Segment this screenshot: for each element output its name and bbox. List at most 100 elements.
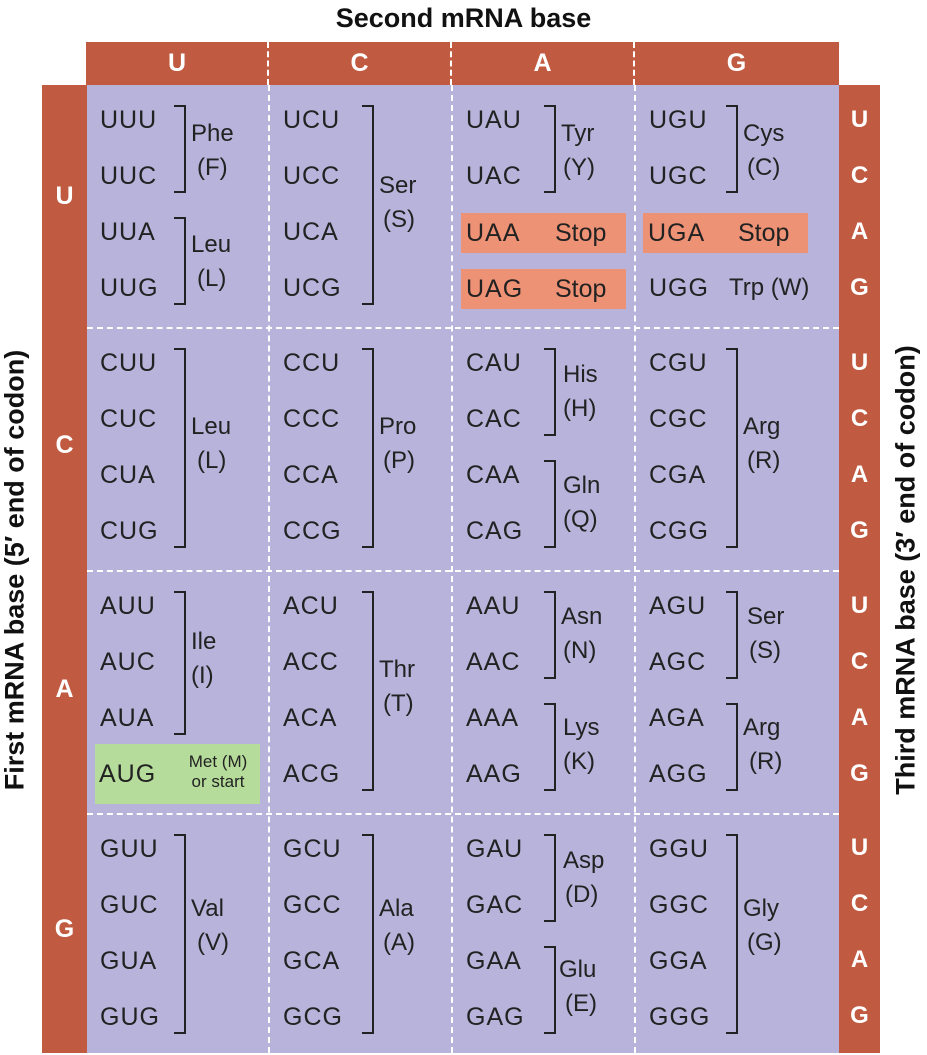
codon: GGA <box>649 947 708 975</box>
amino-acid-code: (R) <box>747 447 781 474</box>
codon: GGC <box>649 891 709 919</box>
bracket <box>174 217 186 305</box>
bracket <box>362 591 374 791</box>
codon: GCA <box>283 947 341 975</box>
codon: CCA <box>283 461 339 489</box>
bracket <box>544 591 556 679</box>
codon: GCU <box>283 835 342 863</box>
amino-acid-code: (L) <box>197 447 227 474</box>
stop-codon-box: UGA Stop <box>643 213 808 253</box>
first-base-a: A <box>55 675 74 703</box>
third-base-label: A <box>850 704 869 731</box>
amino-acid: Gly <box>743 895 779 922</box>
codon: GGU <box>649 835 709 863</box>
amino-acid-code: (N) <box>563 637 597 664</box>
header-divider <box>450 42 452 85</box>
codon: CCU <box>283 349 341 377</box>
amino-acid: Arg <box>743 413 781 440</box>
codon: CGU <box>649 349 708 377</box>
bracket <box>174 105 186 193</box>
third-base-label: U <box>850 834 869 861</box>
codon: UUC <box>100 162 158 190</box>
codon: CGC <box>649 405 708 433</box>
codon: AAU <box>466 592 521 620</box>
codon: GCC <box>283 891 342 919</box>
codon: ACA <box>283 704 338 732</box>
amino-acid: His <box>563 361 598 388</box>
codon: CAU <box>466 349 522 377</box>
codon-table-grid: UUU UUC UUA UUG Phe (F) Leu (L) UCU UCC … <box>87 85 839 1053</box>
codon: UAC <box>466 162 522 190</box>
bracket <box>544 703 556 791</box>
codon: UUU <box>100 106 158 134</box>
bracket <box>726 834 738 1034</box>
third-base-title: Third mRNA base (3′ end of codon) <box>890 345 921 795</box>
codon: UUA <box>100 218 156 246</box>
codon: GAU <box>466 835 524 863</box>
third-base-label: A <box>850 946 869 973</box>
amino-acid-code: (S) <box>749 637 781 664</box>
codon: CCC <box>283 405 341 433</box>
codon: CAA <box>466 461 521 489</box>
header-divider <box>267 42 269 85</box>
second-base-header: U C A G <box>86 42 839 85</box>
bracket <box>544 834 556 922</box>
header-divider <box>633 42 635 85</box>
amino-acid-code: (K) <box>563 748 595 775</box>
third-base-label: U <box>850 349 869 376</box>
third-base-label: G <box>850 1002 869 1029</box>
codon: ACC <box>283 648 339 676</box>
third-base-label: C <box>850 405 869 432</box>
codon: AUG <box>99 760 157 788</box>
bracket <box>174 348 186 548</box>
codon: AAG <box>466 760 522 788</box>
amino-acid: Leu <box>191 231 232 258</box>
stop-label: Stop <box>738 219 790 247</box>
start-codon-box: AUG Met (M) or start <box>95 744 260 804</box>
codon: CUG <box>100 517 159 545</box>
second-base-g: G <box>726 49 747 77</box>
bracket <box>362 834 374 1034</box>
amino-acid: Leu <box>191 413 232 440</box>
amino-acid-code: (R) <box>749 748 783 775</box>
codon: UGA <box>648 219 706 247</box>
codon: AGA <box>649 704 705 732</box>
amino-acid: Ser <box>379 172 417 199</box>
first-base-u: U <box>55 182 74 210</box>
codon: AUU <box>100 592 156 620</box>
third-base-label: U <box>850 592 869 619</box>
codon: AUC <box>100 648 156 676</box>
first-base-g: G <box>54 915 75 943</box>
codon: GGG <box>649 1003 711 1031</box>
bracket <box>726 348 738 548</box>
amino-acid: Lys <box>563 714 600 741</box>
amino-acid-code: (A) <box>383 929 415 956</box>
amino-acid-code: (Q) <box>563 506 598 533</box>
amino-acid-code: (G) <box>747 929 782 956</box>
codon: UGU <box>649 106 708 134</box>
codon: UGC <box>649 162 708 190</box>
codon: UAG <box>466 275 524 303</box>
amino-acid-code: (T) <box>383 690 414 717</box>
amino-acid: Asp <box>563 847 605 874</box>
codon: UUG <box>100 274 159 302</box>
third-base-label: A <box>850 218 869 245</box>
amino-acid-code: (E) <box>565 990 597 1017</box>
bracket <box>362 348 374 548</box>
codon: ACG <box>283 760 341 788</box>
amino-acid: Gln <box>563 472 601 499</box>
third-base-label: C <box>850 890 869 917</box>
stop-label: Stop <box>555 275 607 303</box>
third-base-label: G <box>850 517 869 544</box>
amino-acid: Thr <box>379 656 415 683</box>
codon: CUC <box>100 405 158 433</box>
bracket <box>726 591 738 679</box>
codon: CAG <box>466 517 524 545</box>
bracket <box>544 348 556 436</box>
second-base-c: C <box>350 49 369 77</box>
bracket <box>174 834 186 1034</box>
amino-acid-code: (S) <box>383 206 415 233</box>
amino-acid: Cys <box>743 120 785 147</box>
amino-acid-code: (P) <box>383 447 415 474</box>
codon: UCG <box>283 274 342 302</box>
